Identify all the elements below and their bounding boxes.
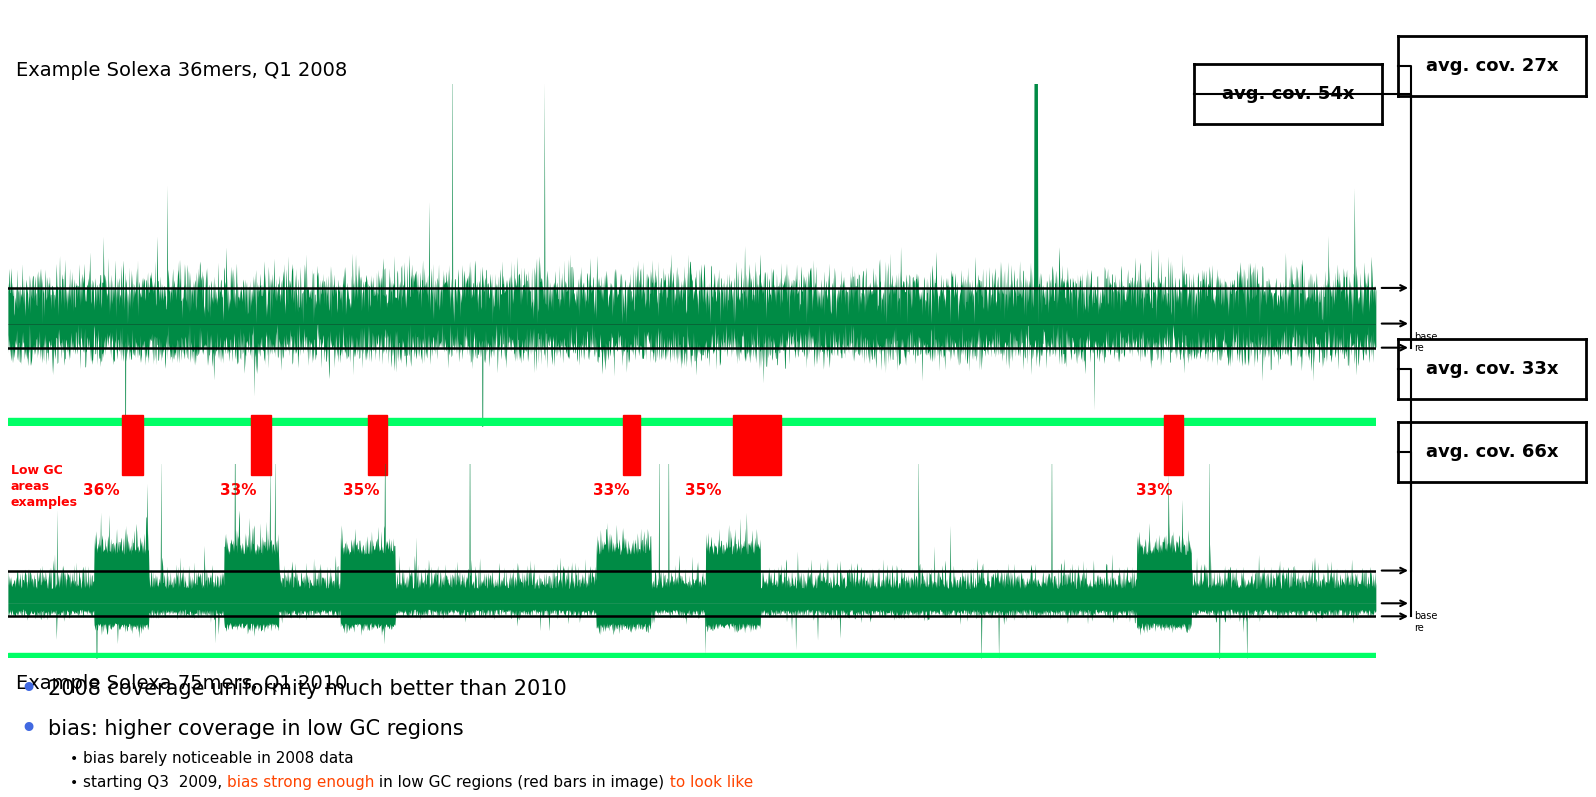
Bar	[8, 653, 1376, 658]
Bar	[1163, 415, 1183, 475]
Text: •: •	[70, 775, 78, 790]
Text: •: •	[19, 715, 37, 744]
Text: 2008 coverage uniformity much better than 2010: 2008 coverage uniformity much better tha…	[48, 679, 567, 700]
Text: base
re: base re	[1414, 611, 1438, 633]
Bar	[733, 415, 780, 475]
Text: starting Q3  2009,: starting Q3 2009,	[83, 775, 227, 790]
Text: bias barely noticeable in 2008 data: bias barely noticeable in 2008 data	[83, 752, 354, 766]
Bar	[8, 418, 1376, 426]
Text: 35%: 35%	[685, 482, 721, 497]
Bar	[121, 415, 144, 475]
Text: Example Solexa 36mers, Q1 2008: Example Solexa 36mers, Q1 2008	[16, 61, 348, 80]
Text: •: •	[19, 675, 37, 704]
Bar	[624, 415, 640, 475]
Text: Low GC
areas
examples: Low GC areas examples	[11, 464, 78, 508]
Text: Example Solexa 75mers, Q1 2010: Example Solexa 75mers, Q1 2010	[16, 674, 348, 693]
Bar	[252, 415, 271, 475]
Bar	[367, 415, 386, 475]
Text: •: •	[70, 752, 78, 766]
Text: 35%: 35%	[343, 482, 380, 497]
Text: bias strong enough: bias strong enough	[227, 775, 375, 790]
Text: 33%: 33%	[594, 482, 630, 497]
Text: in low GC regions (red bars in image): in low GC regions (red bars in image)	[375, 775, 664, 790]
Text: base
re: base re	[1414, 332, 1438, 353]
Text: avg. cov. 27x: avg. cov. 27x	[1425, 57, 1559, 75]
Text: avg. cov. 66x: avg. cov. 66x	[1425, 443, 1559, 461]
Text: 33%: 33%	[1136, 482, 1173, 497]
Text: bias: higher coverage in low GC regions: bias: higher coverage in low GC regions	[48, 719, 463, 740]
Text: to look like: to look like	[664, 775, 753, 790]
Text: avg. cov. 54x: avg. cov. 54x	[1221, 84, 1355, 103]
Text: 33%: 33%	[220, 482, 257, 497]
Text: 36%: 36%	[83, 482, 120, 497]
Text: avg. cov. 33x: avg. cov. 33x	[1425, 359, 1559, 378]
